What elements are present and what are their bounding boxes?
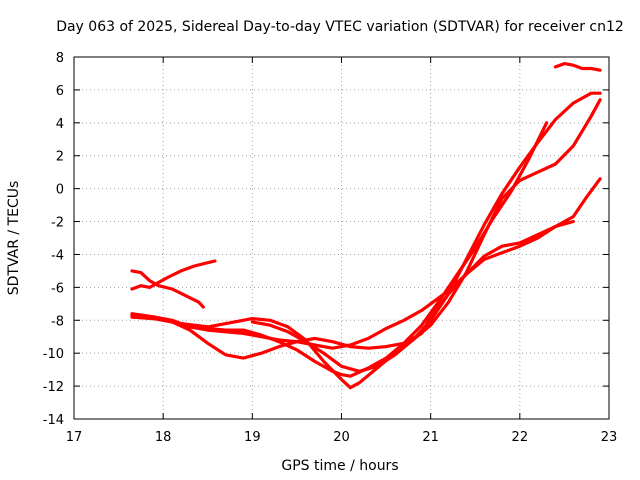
y-tick-label: 4 [56, 117, 64, 132]
series-trace-5 [130, 121, 549, 378]
x-tick-label: 18 [155, 430, 172, 445]
y-tick-label: -2 [51, 216, 64, 231]
y-tick-label: -8 [51, 314, 64, 329]
y-tick-label: 6 [56, 84, 64, 99]
x-tick-label: 21 [422, 430, 439, 445]
grid [74, 57, 609, 419]
chart-title: Day 063 of 2025, Sidereal Day-to-day VTE… [56, 19, 624, 35]
y-tick-label: -6 [51, 281, 64, 296]
x-tick-label: 20 [333, 430, 350, 445]
y-tick-label: 2 [56, 150, 64, 165]
series-trace-6 [130, 98, 602, 390]
x-tick-label: 23 [601, 430, 618, 445]
series-trace-8 [553, 61, 602, 72]
y-tick-label: 0 [56, 183, 64, 198]
series-trace-3 [130, 177, 602, 360]
x-tick-label: 22 [512, 430, 529, 445]
y-tick-label: -4 [51, 248, 64, 263]
y-tick-label: 8 [56, 51, 64, 66]
series-group [130, 61, 602, 390]
y-axis-label: SDTVAR / TECUs [6, 181, 22, 296]
series-trace-7 [250, 91, 602, 373]
x-tick-label: 17 [66, 430, 83, 445]
y-tick-label: -12 [43, 380, 64, 395]
series-trace-4 [130, 219, 575, 350]
series-trace-1 [130, 259, 217, 291]
x-tick-label: 19 [244, 430, 261, 445]
series-trace-2 [130, 269, 205, 309]
axes-ticks: 17 18 19 20 21 22 23 -14 -12 -10 -8 -6 -4 -2 0 2 4 6 8 [43, 51, 618, 445]
y-tick-label: -14 [43, 413, 64, 428]
y-tick-label: -10 [43, 347, 64, 362]
x-axis-label: GPS time / hours [281, 458, 398, 474]
